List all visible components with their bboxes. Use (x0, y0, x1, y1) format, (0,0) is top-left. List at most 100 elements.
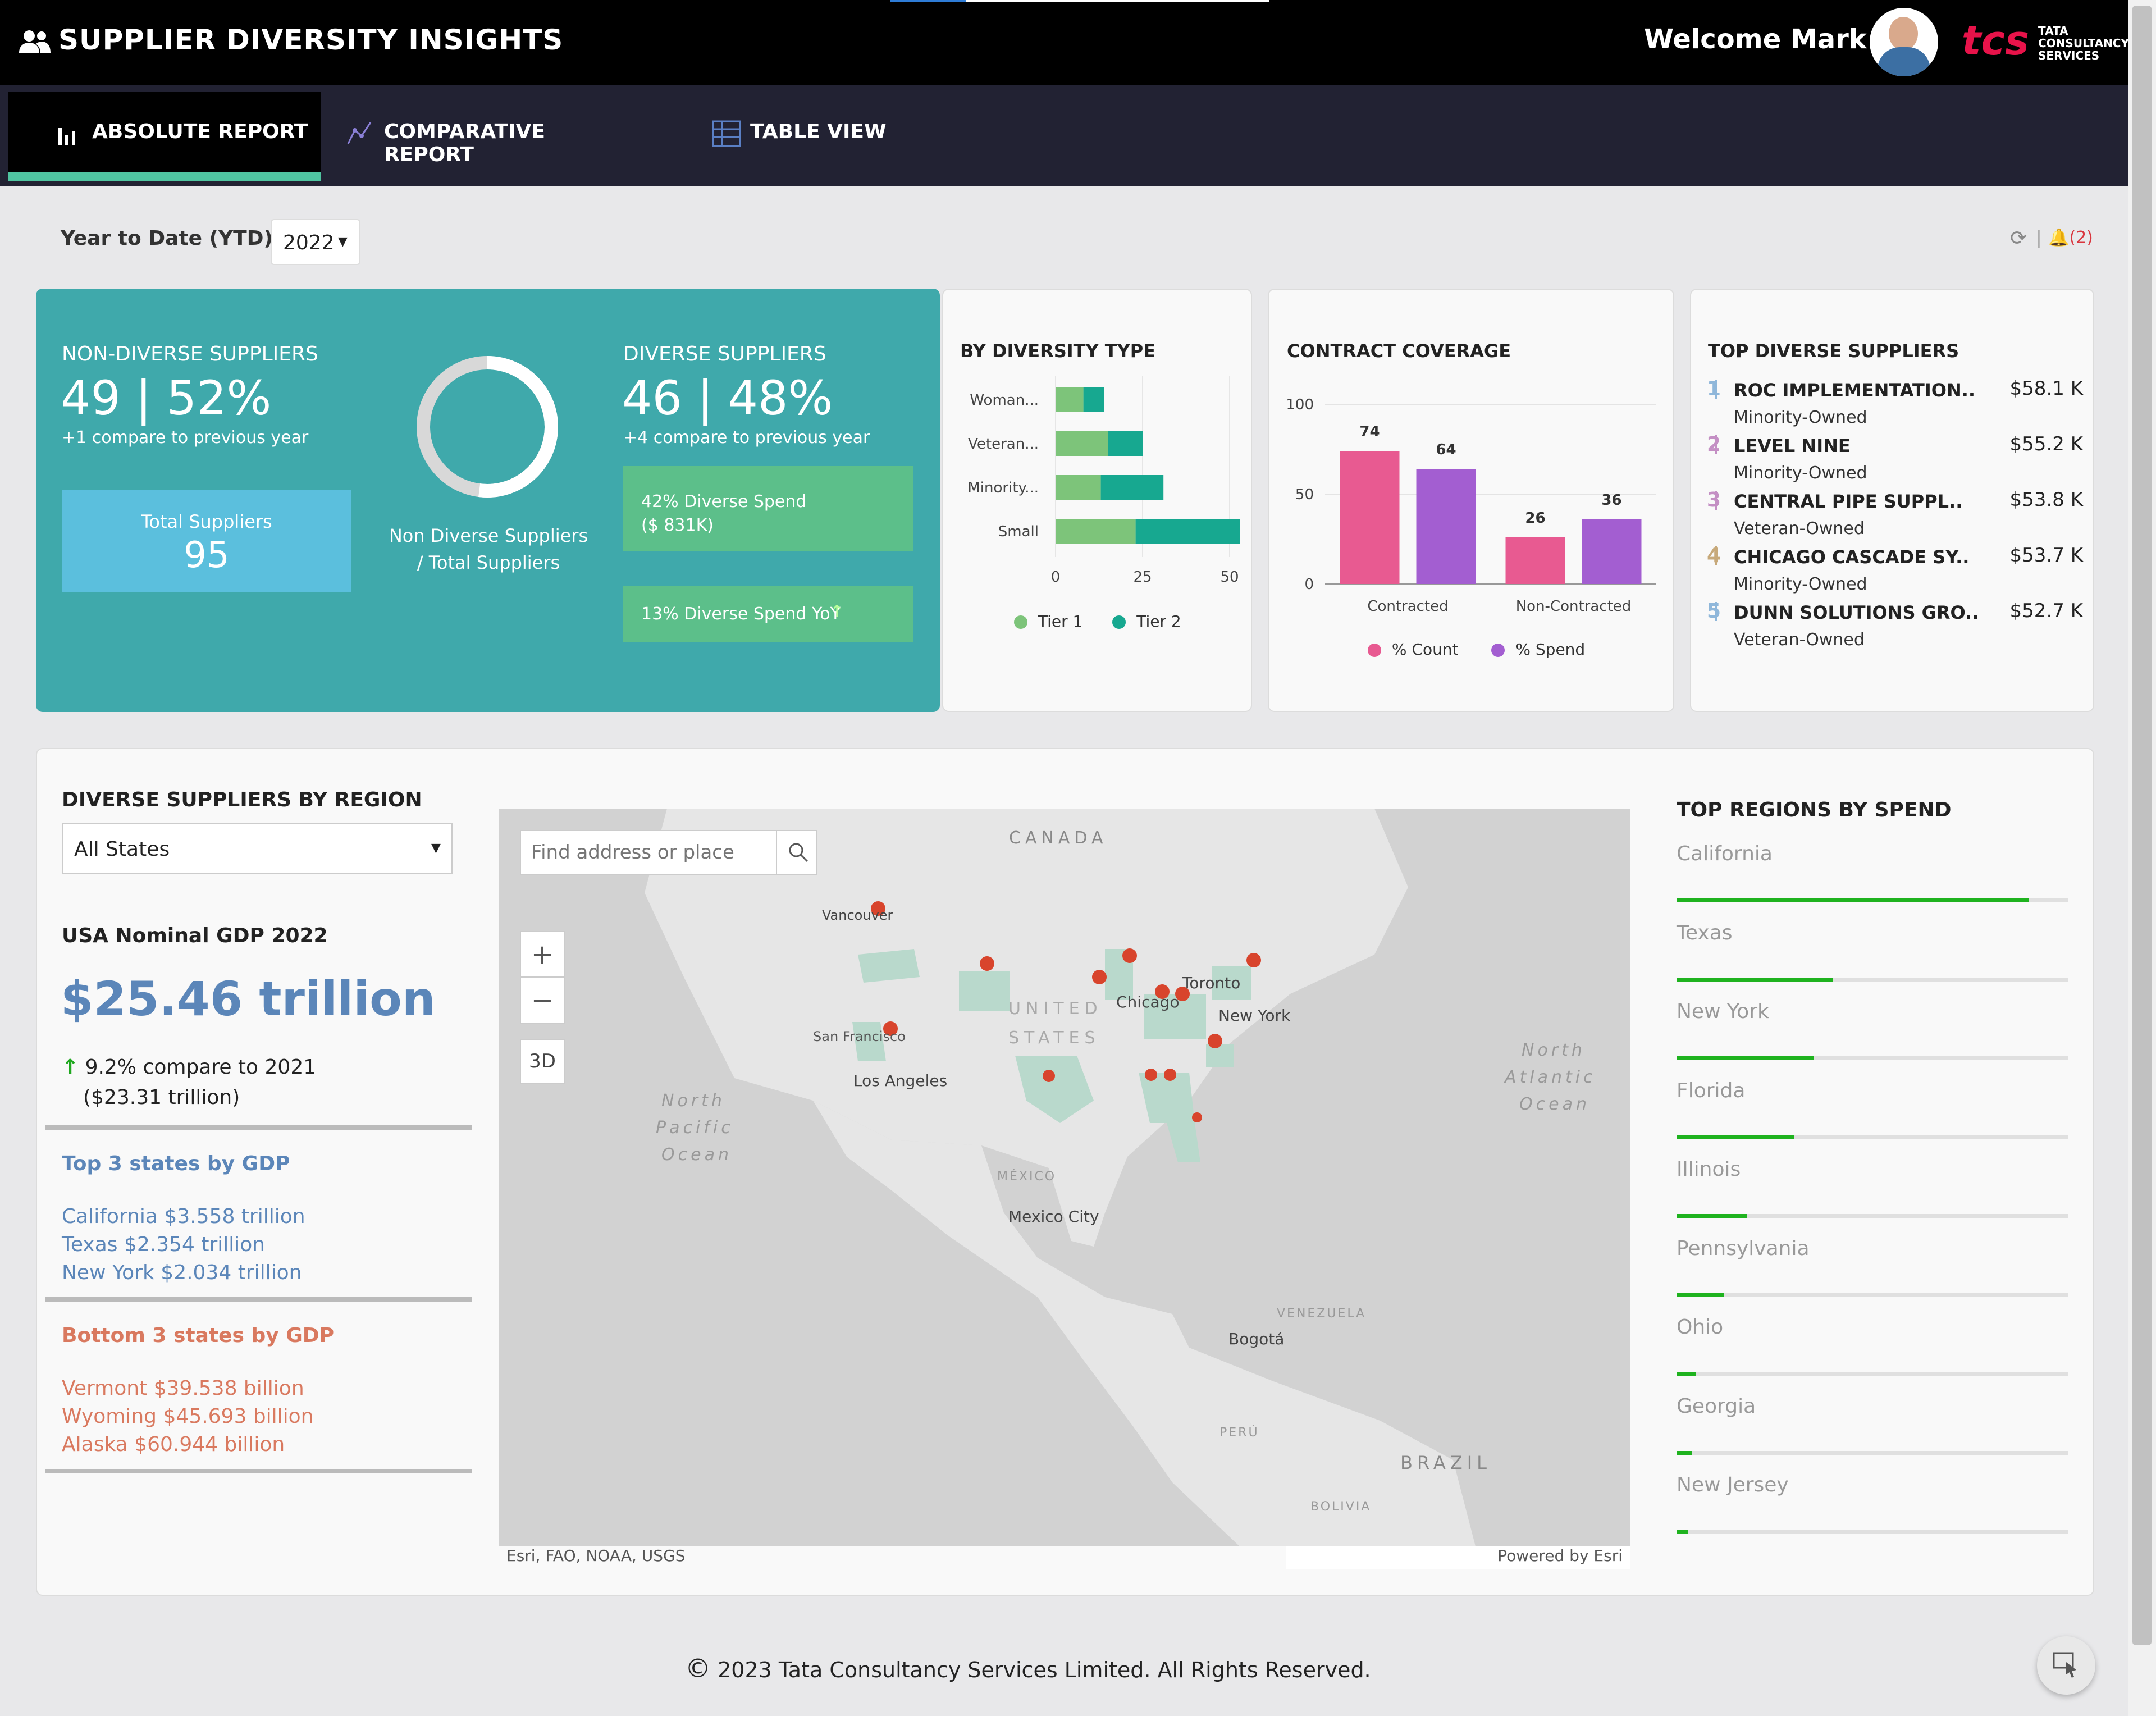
map-canvas[interactable]: CANADA UNITED STATES MÉXICO Vancouver Sa… (499, 809, 1630, 1546)
supplier-item[interactable]: 5 DUNN SOLUTIONS GRO.. $52.7 K Veteran-Owne… (1707, 600, 2083, 655)
map-label-bogota: Bogotá (1228, 1330, 1284, 1348)
bar-tier-2[interactable] (1100, 475, 1164, 500)
region-bar-fill (1677, 1135, 1794, 1139)
refresh-icon[interactable]: ⟳ (2010, 227, 2027, 250)
arrow-up-icon: ↑ (830, 602, 844, 622)
supplier-rank: 2 (1707, 433, 1721, 456)
region-bar-fill (1677, 1530, 1688, 1534)
tab-absolute-report[interactable]: ABSOLUTE REPORT (8, 92, 321, 181)
zoom-in-button[interactable]: + (521, 932, 564, 978)
region-name: Texas (1677, 921, 1733, 944)
legend-dot (1368, 644, 1381, 657)
tab-table-view[interactable]: TABLE VIEW (702, 92, 926, 181)
bar-spend[interactable] (1416, 469, 1476, 584)
region-item[interactable]: Florida (1677, 1079, 2068, 1158)
top-bar (0, 0, 2128, 85)
category-label: Minority... (967, 480, 1039, 496)
supplier-item[interactable]: 3 CENTRAL PIPE SUPPL.. $53.8 K Veteran-Owne… (1707, 489, 2083, 544)
avatar[interactable] (1870, 8, 1938, 76)
assistant-button[interactable] (2037, 1636, 2095, 1695)
map-label-atlantic-2: Atlantic (1504, 1067, 1596, 1087)
bar-tier-1[interactable] (1056, 431, 1108, 456)
bar-count[interactable] (1505, 537, 1565, 584)
region-name: Georgia (1677, 1394, 1756, 1418)
region-item[interactable]: Texas (1677, 921, 2068, 1000)
legend-spend: % Spend (1515, 640, 1586, 659)
region-bar-track (1677, 1135, 2068, 1139)
bar-tier-2[interactable] (1108, 431, 1143, 456)
tcs-logo: tcs (1962, 17, 2029, 64)
data-label: 36 (1601, 492, 1621, 509)
contract-legend: % Count % Spend (1368, 640, 1585, 659)
region-name: Pennsylvania (1677, 1236, 1810, 1260)
diversity-type-chart: 0 25 50 Woman... Veteran... Minority... Small (967, 376, 1240, 586)
region-item[interactable]: New Jersey (1677, 1473, 2068, 1552)
tab-comparative-report[interactable]: COMPARATIVE REPORT (337, 92, 629, 181)
year-select[interactable]: 2022 ▼ (271, 219, 360, 265)
legend-dot (1112, 615, 1126, 629)
non-diverse-value: 49 | 52% (61, 371, 272, 426)
map-label-venezuela: VENEZUELA (1277, 1307, 1366, 1321)
map-label-us1: UNITED (1008, 999, 1103, 1019)
region-item[interactable]: New York (1677, 1000, 2068, 1079)
diverse-compare: +4 compare to previous year (623, 428, 870, 448)
state-select-value: All States (74, 838, 170, 861)
map-search-button[interactable] (776, 831, 817, 874)
search-icon (789, 843, 808, 862)
scrollbar-thumb[interactable] (2132, 6, 2152, 1645)
map-label-peru: PERÚ (1219, 1425, 1259, 1440)
supplier-value: $53.8 K (2009, 489, 2083, 511)
non-diverse-title: NON-DIVERSE SUPPLIERS (62, 343, 318, 366)
region-item[interactable]: Illinois (1677, 1158, 2068, 1236)
region-item[interactable]: California (1677, 842, 2068, 921)
supplier-name: CENTRAL PIPE SUPPL.. (1734, 491, 1963, 512)
bar-tier-2[interactable] (1135, 519, 1240, 544)
notifications[interactable]: 🔔(2) (2048, 228, 2093, 248)
rank-divider (1715, 546, 1717, 565)
region-item[interactable]: Ohio (1677, 1316, 2068, 1394)
bar-tier-1[interactable] (1056, 519, 1136, 544)
welcome-menu[interactable]: Welcome Mark ▼ (1644, 24, 1887, 55)
alert-count: (2) (2069, 228, 2093, 248)
year-value: 2022 (283, 231, 335, 254)
donut-label: Non Diverse Suppliers / Total Suppliers (389, 525, 588, 573)
state-select[interactable]: All States ▼ (62, 823, 453, 874)
map-label-bolivia: BOLIVIA (1310, 1500, 1371, 1514)
region-name: Ohio (1677, 1316, 1724, 1339)
region-map[interactable]: CANADA UNITED STATES MÉXICO Vancouver Sa… (499, 809, 1630, 1546)
bar-count[interactable] (1340, 451, 1400, 584)
cursor-icon (2053, 1652, 2076, 1678)
x-tick-label: 25 (1133, 569, 1152, 586)
supplier-value: $53.7 K (2009, 544, 2083, 567)
divider: | (2036, 227, 2042, 248)
region-bar-track (1677, 1293, 2068, 1297)
category-label: Veteran... (968, 436, 1039, 453)
supplier-rank: 4 (1707, 544, 1721, 567)
top-states-list: California $3.558 trillion Texas $2.354 … (62, 1203, 305, 1287)
bar-tier-1[interactable] (1056, 387, 1084, 412)
map-label-ny: New York (1218, 1006, 1291, 1025)
supplier-item[interactable]: 2 LEVEL NINE $55.2 K Minority-Owned (1707, 433, 2083, 489)
top-regions-title: TOP REGIONS BY SPEND (1677, 798, 1952, 822)
bar-spend[interactable] (1582, 519, 1642, 584)
map-search-input[interactable] (521, 831, 776, 874)
data-label: 74 (1359, 423, 1380, 440)
top-state-item: New York $2.034 trillion (62, 1261, 302, 1284)
supplier-item[interactable]: 4 CHICAGO CASCADE SY.. $53.7 K Minority-Own… (1707, 544, 2083, 600)
region-item[interactable]: Pennsylvania (1677, 1237, 2068, 1316)
region-item[interactable]: Georgia (1677, 1395, 2068, 1473)
diversity-type-card (942, 289, 1252, 712)
supplier-item[interactable]: 1 ROC IMPLEMENTATION.. $58.1 K Minority-Own… (1707, 377, 2083, 433)
y-tick-label: 100 (1286, 396, 1314, 413)
3d-button[interactable]: 3D (520, 1039, 565, 1084)
bar-tier-2[interactable] (1083, 387, 1104, 412)
map-label-pacific-1: North (661, 1091, 725, 1111)
bar-tier-1[interactable] (1056, 475, 1101, 500)
zoom-out-button[interactable]: − (531, 984, 554, 1016)
map-powered-by[interactable]: Powered by Esri (1286, 1546, 1630, 1569)
region-bar-fill (1677, 898, 2030, 902)
app-title: SUPPLIER DIVERSITY INSIGHTS (58, 24, 564, 56)
y-tick-label: 50 (1295, 486, 1314, 503)
tab-label: COMPARATIVE REPORT (384, 120, 545, 166)
region-bar-track (1677, 1372, 2068, 1376)
